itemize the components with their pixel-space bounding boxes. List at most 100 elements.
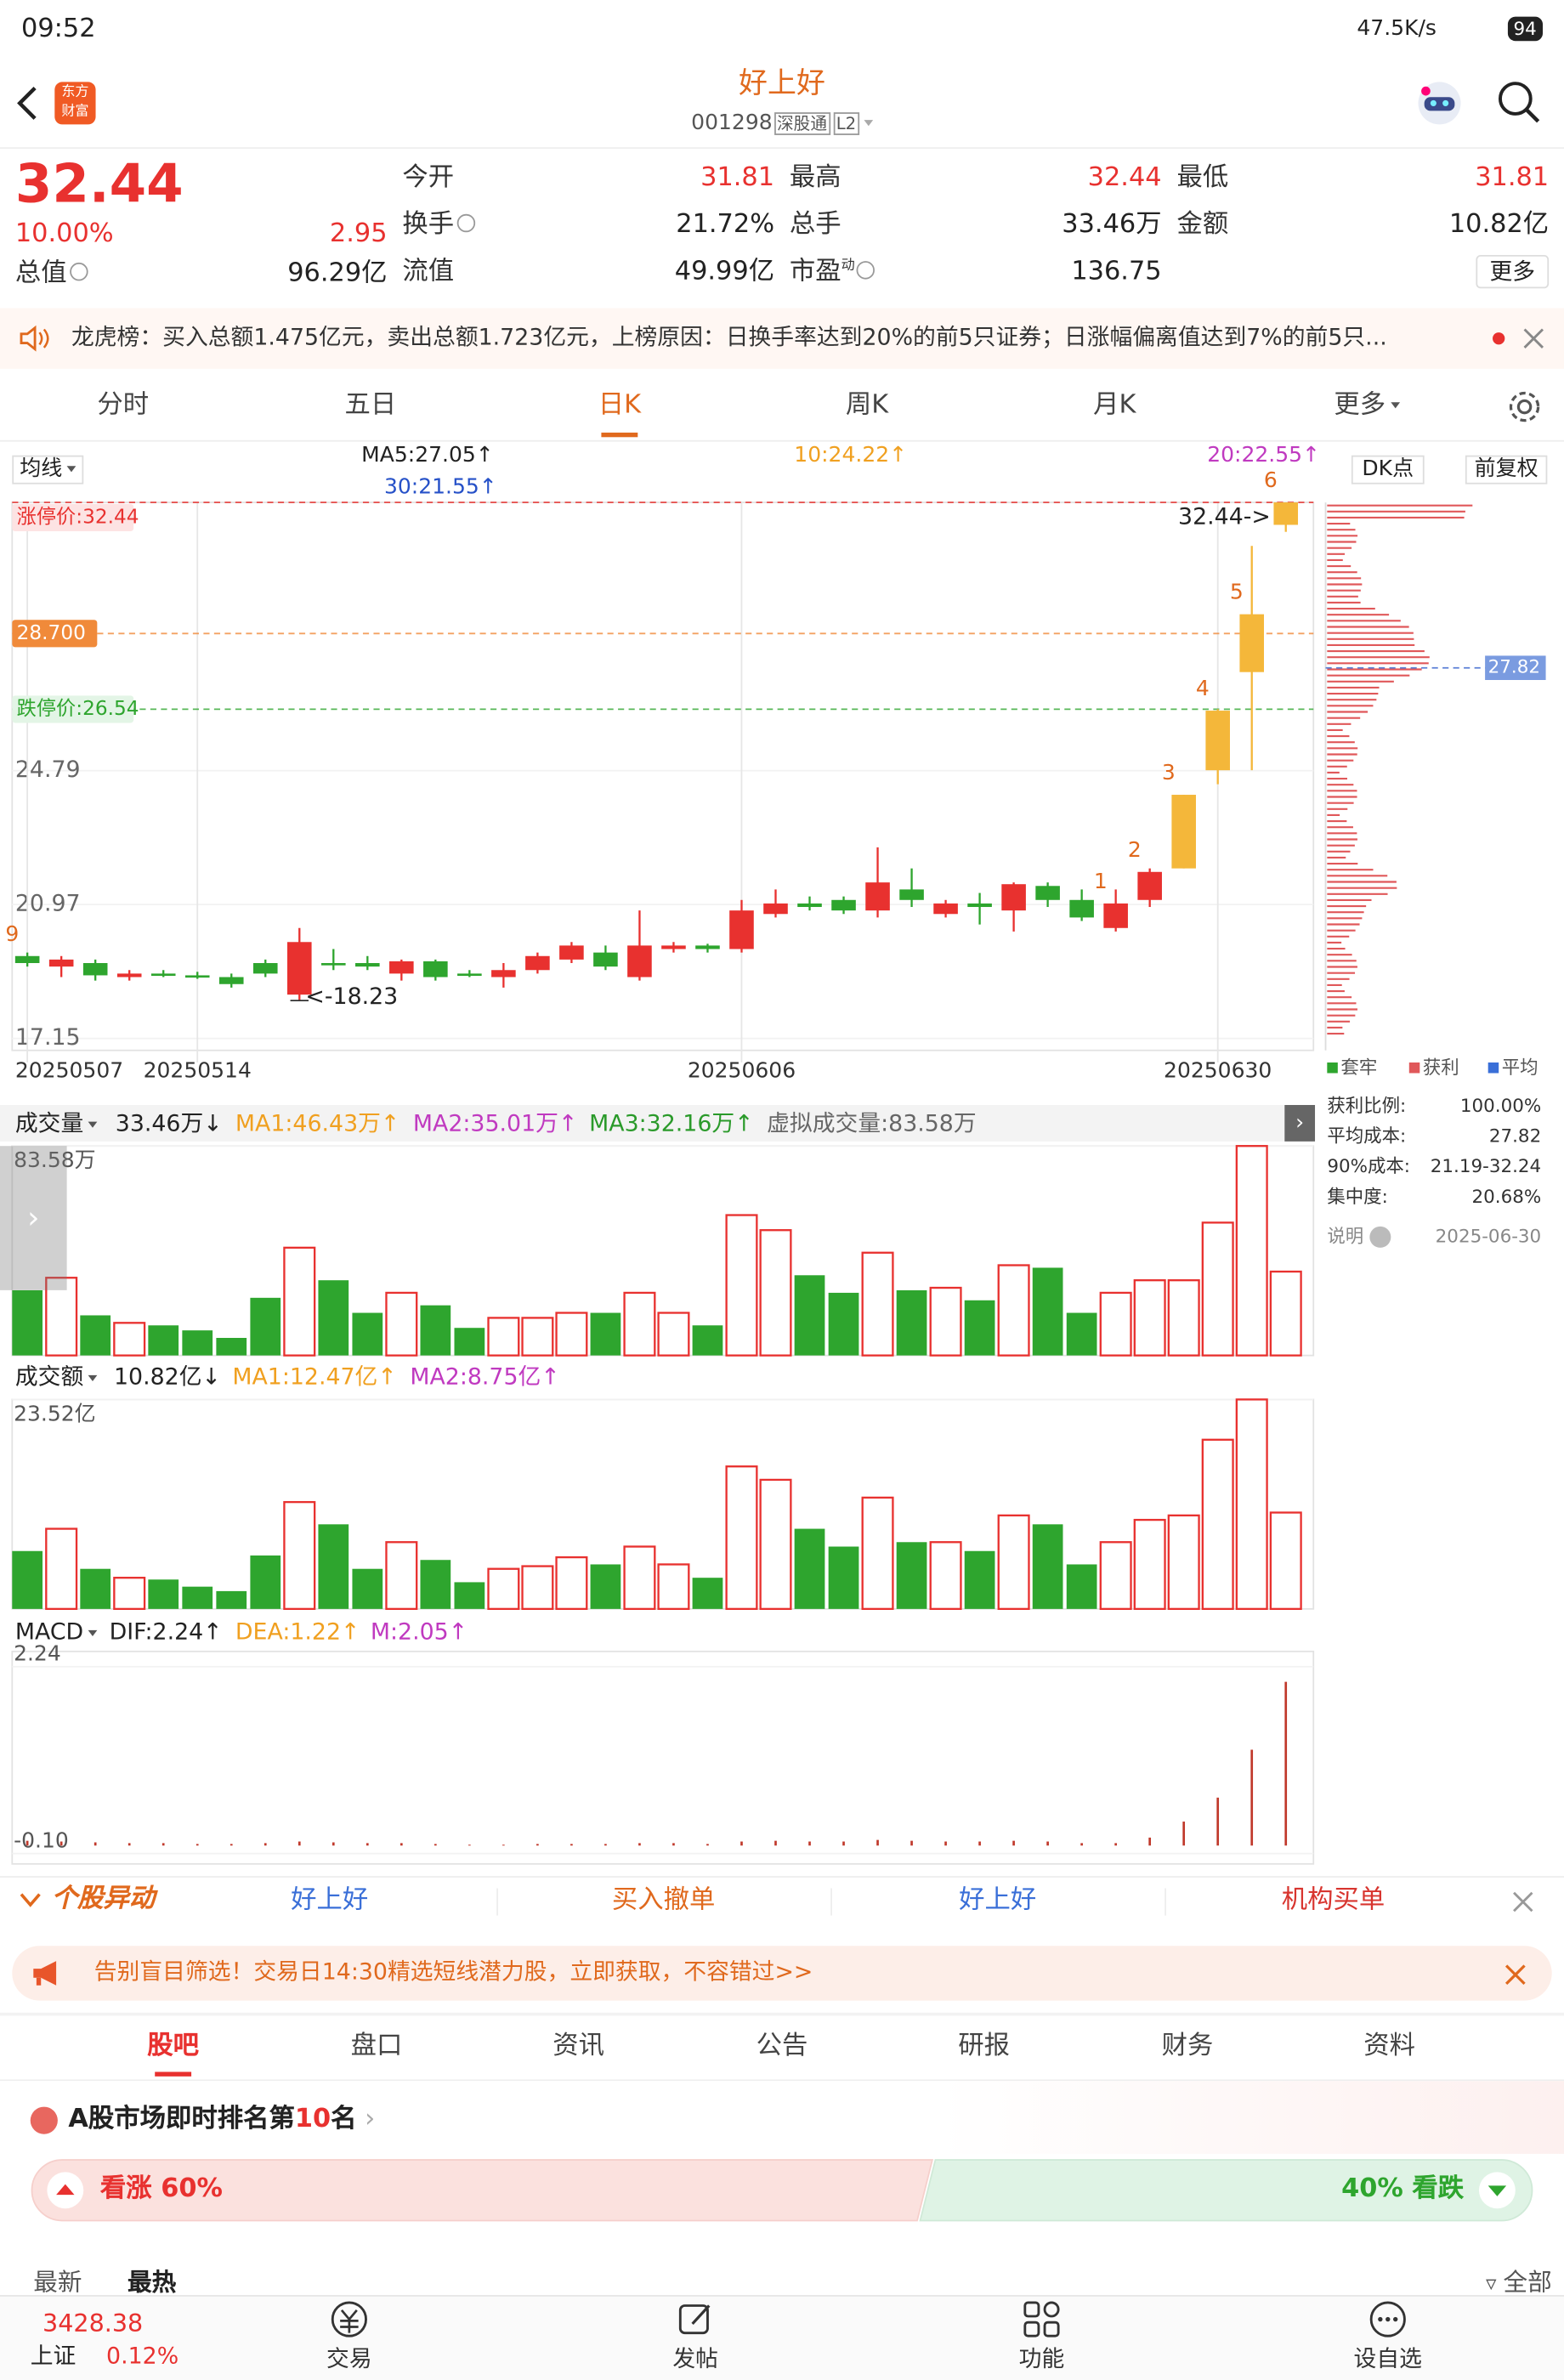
expand-button[interactable]: › — [1284, 1104, 1316, 1142]
adjust-button[interactable]: 前复权 — [1465, 455, 1548, 484]
period-tab[interactable]: 更多 — [1306, 390, 1427, 421]
period-tab[interactable]: 日K — [598, 389, 642, 421]
candle-body — [729, 910, 754, 949]
content-tab[interactable]: 研报 — [958, 2031, 1010, 2061]
alert-item[interactable]: 好上好 — [959, 1884, 1037, 1916]
candle-body — [491, 970, 516, 978]
y-tick-label: 17.15 — [15, 1024, 81, 1051]
bottom-icon[interactable] — [1367, 2298, 1409, 2341]
y-tick-label: 23.52亿 — [14, 1401, 96, 1425]
ma-button[interactable]: 均线 — [12, 455, 84, 484]
net-speed: 47.5K/s — [1357, 16, 1436, 42]
period-tab[interactable]: 五日 — [344, 389, 397, 421]
bullish[interactable]: 看涨 60% — [99, 2173, 223, 2204]
period-tab[interactable]: 分时 — [97, 389, 150, 421]
amount-bar — [385, 1541, 418, 1611]
candle-body — [1069, 899, 1094, 918]
search-icon[interactable] — [1496, 79, 1544, 128]
x-tick-label: 20250514 — [144, 1058, 252, 1083]
feed-filter[interactable]: ▿ 全部 — [1486, 2267, 1552, 2297]
rank[interactable]: A股市场即时排名第10名 › — [68, 2103, 376, 2134]
volume-bar — [657, 1312, 690, 1357]
period-tab[interactable]: 周K — [845, 389, 889, 421]
volume-bar — [590, 1312, 621, 1356]
volume-bar — [113, 1322, 146, 1357]
alert-item[interactable]: 好上好 — [291, 1884, 369, 1916]
low-label: <-18.23 — [305, 983, 398, 1010]
bottom-icon[interactable] — [674, 2298, 717, 2341]
volume-bar — [318, 1280, 349, 1356]
amount-bar — [590, 1564, 621, 1609]
amount-title[interactable]: 成交额 — [14, 1363, 98, 1391]
notice-text[interactable]: 龙虎榜：买入总额1.475亿元，卖出总额1.723亿元，上榜原因：日换手率达到2… — [71, 323, 1387, 351]
candle-body — [1103, 903, 1128, 928]
candle-body — [763, 903, 788, 915]
content-tab[interactable]: 公告 — [756, 2031, 808, 2061]
volume-ma: MA2:35.01万↑ — [412, 1109, 578, 1137]
stat-value: 33.46万 — [1062, 209, 1162, 241]
volume-title[interactable]: 成交量 — [15, 1109, 98, 1136]
tab-underline — [601, 432, 638, 438]
candle-body — [525, 955, 550, 971]
signal-marker: 3 — [1162, 760, 1176, 785]
x-tick-label: 20250507 — [15, 1058, 123, 1083]
feed-tab[interactable]: 最热 — [128, 2267, 177, 2297]
bottom-icon[interactable] — [328, 2298, 371, 2341]
dk-button[interactable]: DK点 — [1351, 455, 1425, 484]
content-tab[interactable]: 股吧 — [147, 2031, 200, 2061]
volume-bar — [1269, 1270, 1302, 1357]
bottom-button[interactable]: 发帖 — [672, 2344, 718, 2373]
amount-bar — [80, 1568, 111, 1609]
content-tab[interactable]: 资讯 — [552, 2031, 604, 2061]
bottom-icon[interactable] — [1020, 2298, 1062, 2341]
candle-body — [865, 882, 890, 911]
promo-banner[interactable] — [12, 1946, 1552, 2001]
y-tick-label: 24.79 — [15, 756, 81, 783]
volume-bar — [997, 1264, 1030, 1357]
candle-body — [1035, 886, 1060, 900]
ref-label: 28.700 — [17, 621, 86, 644]
content-tab[interactable]: 财务 — [1161, 2031, 1214, 2061]
settings-icon[interactable] — [1506, 388, 1543, 425]
bottom-button[interactable]: 功能 — [1018, 2344, 1065, 2373]
banner-text[interactable]: 告别盲目筛选！交易日14:30精选短线潜力股，立即获取，不容错过>> — [94, 1958, 813, 1986]
bearish[interactable]: 40% 看跌 — [1341, 2173, 1465, 2204]
stock-code-line: 001298 深股通 L2 — [0, 110, 1564, 136]
volume-bar — [1032, 1267, 1063, 1356]
stat-label: 市盈动 — [790, 257, 875, 287]
close-icon[interactable] — [1510, 1890, 1535, 1914]
collapse-icon[interactable] — [18, 1891, 42, 1909]
candle-body — [1239, 614, 1265, 672]
legend-swatch — [1488, 1062, 1499, 1074]
amount-bar — [521, 1565, 554, 1611]
candle-body — [559, 945, 584, 960]
feed-tab[interactable]: 最新 — [33, 2267, 82, 2297]
macd-dea: DEA:1.22↑ — [235, 1618, 360, 1646]
close-icon[interactable] — [1504, 1963, 1528, 1987]
amount-current: 10.82亿↓ — [113, 1363, 221, 1391]
macd-title[interactable]: MACD — [15, 1618, 98, 1646]
alert-item[interactable]: 机构买单 — [1281, 1884, 1386, 1916]
candle-body — [150, 973, 176, 977]
amount-bar — [929, 1541, 962, 1611]
more-button[interactable]: 更多 — [1476, 254, 1550, 289]
alert-item[interactable]: 买入撤单 — [611, 1884, 716, 1916]
assistant-icon[interactable] — [1412, 76, 1466, 130]
period-tab[interactable]: 月K — [1093, 389, 1136, 421]
side-tab[interactable]: › — [0, 1146, 67, 1290]
close-icon[interactable] — [1522, 326, 1546, 351]
bottom-button[interactable]: 设自选 — [1353, 2344, 1422, 2373]
back-button[interactable] — [12, 85, 42, 122]
cost-row-value: 100.00% — [1460, 1096, 1541, 1117]
content-tab[interactable]: 盘口 — [350, 2031, 403, 2061]
cost-row-label: 获利比例: — [1327, 1096, 1406, 1117]
stat-value: 31.81 — [1475, 162, 1550, 193]
volume-bar — [1201, 1221, 1234, 1357]
bottom-button[interactable]: 交易 — [326, 2344, 372, 2373]
ma5-label: MA5:27.05↑ — [361, 443, 494, 468]
amount-bar — [657, 1563, 690, 1611]
amount-title-text: 成交额 — [14, 1363, 84, 1391]
content-tab[interactable]: 资料 — [1363, 2031, 1415, 2061]
cost-row-value: 21.19-32.24 — [1431, 1156, 1541, 1177]
candle-body — [1001, 884, 1026, 911]
